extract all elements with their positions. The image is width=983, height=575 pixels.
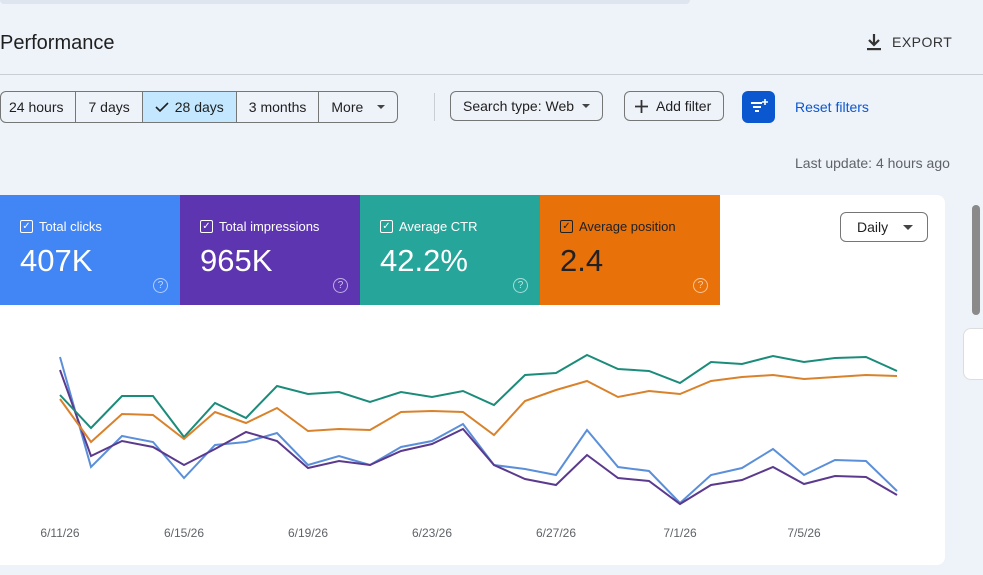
export-button[interactable]: EXPORT xyxy=(866,33,952,51)
reset-filters-link[interactable]: Reset filters xyxy=(795,99,869,115)
metric-label: Average CTR xyxy=(399,219,478,234)
search-type-button[interactable]: Search type: Web xyxy=(450,91,604,121)
check-icon xyxy=(155,102,169,113)
range-button[interactable]: 3 months xyxy=(235,92,319,122)
help-icon: ? xyxy=(333,278,348,293)
x-tick-label: 6/27/26 xyxy=(536,526,576,540)
x-tick-label: 6/11/26 xyxy=(40,526,79,540)
top-bar xyxy=(0,0,690,4)
metric-label-row: ✓ Average CTR xyxy=(380,219,478,234)
download-icon xyxy=(867,34,881,51)
divider xyxy=(0,74,983,75)
page-title: Performance xyxy=(0,32,115,54)
add-filter-button[interactable]: Add filter xyxy=(624,91,725,121)
range-label: More xyxy=(331,99,364,115)
filter-icon-button[interactable] xyxy=(742,91,775,123)
range-label: 28 days xyxy=(174,99,224,115)
series-line xyxy=(59,369,898,506)
separator xyxy=(434,93,435,121)
metric-value: 42.2% xyxy=(380,243,468,278)
caret xyxy=(377,105,386,113)
series-line xyxy=(59,353,898,439)
series-line xyxy=(59,373,898,444)
checkbox: ✓ xyxy=(200,220,213,233)
x-tick-label: 7/1/26 xyxy=(663,526,697,540)
metric-label: Average position xyxy=(579,219,676,234)
range-label: 24 hours xyxy=(9,99,64,115)
metric-card[interactable]: ✓ Total impressions 965K? xyxy=(180,195,360,305)
checkbox: ✓ xyxy=(560,220,573,233)
metric-label-row: ✓ Total impressions xyxy=(200,219,319,234)
x-tick-label: 6/15/26 xyxy=(164,526,204,540)
checkbox: ✓ xyxy=(20,220,33,233)
add-filter-label: Add filter xyxy=(656,98,712,114)
metric-label-row: ✓ Average position xyxy=(560,219,676,234)
range-button[interactable]: 7 days xyxy=(75,92,141,122)
last-update: Last update: 4 hours ago xyxy=(795,155,950,171)
help-icon: ? xyxy=(513,278,528,293)
side-handle[interactable] xyxy=(963,328,983,380)
checkbox: ✓ xyxy=(380,220,393,233)
scrollbar xyxy=(972,205,980,315)
range-label: 7 days xyxy=(88,99,130,115)
filter-icon xyxy=(751,99,768,112)
caret xyxy=(582,104,591,112)
export-label: EXPORT xyxy=(892,34,953,50)
metric-card[interactable]: ✓ Average position 2.4? xyxy=(540,195,720,305)
metric-value: 2.4 xyxy=(560,243,604,278)
range-label: 3 months xyxy=(248,99,307,115)
range-button[interactable]: More xyxy=(318,92,397,122)
granularity-dropdown[interactable]: Daily xyxy=(840,212,928,242)
metric-label-row: ✓ Total clicks xyxy=(20,219,102,234)
search-type-label: Search type: Web xyxy=(463,98,575,114)
help-icon: ? xyxy=(153,278,168,293)
metric-label: Total clicks xyxy=(39,219,102,234)
metric-card[interactable]: ✓ Total clicks 407K? xyxy=(0,195,180,305)
help-icon: ? xyxy=(693,278,708,293)
metric-card[interactable]: ✓ Average CTR 42.2%? xyxy=(360,195,540,305)
plus-icon xyxy=(635,99,648,113)
metric-label: Total impressions xyxy=(219,219,320,234)
chart: 6/11/26 6/15/26 6/19/26 6/23/26 6/27/26 7/1/2… xyxy=(40,353,898,540)
x-tick-label: 6/23/26 xyxy=(412,526,452,540)
date-range-group: 24 hours 7 days 28 days 3 months More xyxy=(0,91,399,123)
metric-value: 965K xyxy=(200,243,273,278)
range-button[interactable]: 28 days xyxy=(141,92,236,122)
series-line xyxy=(59,356,898,505)
x-tick-label: 7/5/26 xyxy=(787,526,821,540)
metric-value: 407K xyxy=(20,243,93,278)
range-button[interactable]: 24 hours xyxy=(1,92,75,122)
x-tick-label: 6/19/26 xyxy=(288,526,328,540)
